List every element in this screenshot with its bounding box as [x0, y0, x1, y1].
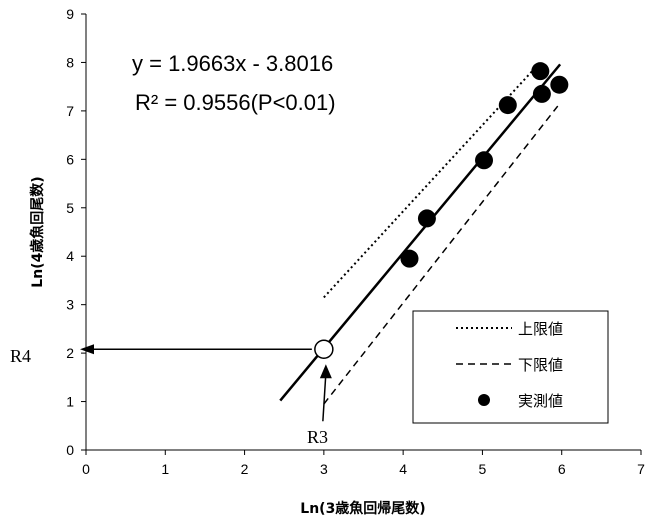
x-tick-label: 5	[479, 461, 487, 477]
annotation-r4: R4	[10, 346, 31, 366]
legend-label-measured: 実測値	[518, 392, 563, 410]
legend: 上限値 下限値 実測値	[412, 310, 609, 424]
lower-limit-line	[323, 105, 559, 405]
y-ticks: 0 1 2 3 4 5 6 7 8 9	[66, 6, 86, 458]
data-point	[532, 84, 551, 103]
x-tick-label: 4	[399, 461, 407, 477]
legend-label-upper: 上限値	[518, 320, 563, 338]
prediction-point	[314, 339, 334, 359]
x-tick-label: 3	[320, 461, 328, 477]
data-point	[498, 96, 517, 115]
data-point	[417, 209, 436, 228]
y-tick-label: 4	[66, 248, 74, 264]
y-tick-label: 5	[66, 200, 74, 216]
arrow-to-prediction	[322, 373, 327, 422]
x-tick-label: 2	[241, 461, 249, 477]
legend-swatch-measured	[478, 394, 490, 406]
arrowhead-r3	[319, 364, 332, 379]
legend-label-lower: 下限値	[518, 356, 563, 374]
y-axis: 0 1 2 3 4 5 6 7 8 9	[66, 6, 87, 458]
y-axis-label: Ln(4歳魚回尾数)	[29, 176, 46, 287]
y-tick-label: 0	[66, 442, 74, 458]
x-tick-label: 1	[161, 461, 169, 477]
y-tick-label: 1	[66, 394, 74, 410]
y-tick-label: 2	[66, 345, 74, 361]
y-tick-label: 9	[66, 6, 74, 22]
y-tick-label: 3	[66, 297, 74, 313]
x-tick-label: 0	[82, 461, 90, 477]
data-point	[550, 75, 569, 94]
data-point	[531, 62, 550, 81]
x-tick-label: 6	[558, 461, 566, 477]
regression-equation: y = 1.9663x - 3.8016	[132, 51, 333, 76]
data-points	[314, 62, 569, 359]
y-tick-label: 8	[66, 54, 74, 70]
x-ticks: 0 1 2 3 4 5 6 7	[82, 450, 645, 477]
data-point	[400, 249, 419, 268]
y-tick-label: 7	[66, 103, 74, 119]
x-tick-label: 7	[637, 461, 645, 477]
data-point	[475, 151, 494, 170]
x-axis-label: Ln(3歳魚回帰尾数)	[300, 500, 425, 517]
annotation-r3: R3	[307, 427, 328, 447]
annotation-arrows	[80, 344, 332, 422]
x-axis: 0 1 2 3 4 5 6 7	[82, 449, 645, 477]
r-squared-text: R² = 0.9556(P<0.01)	[135, 90, 336, 115]
legend-box	[412, 310, 609, 424]
arrowhead-r4	[80, 344, 94, 355]
y-tick-label: 6	[66, 151, 74, 167]
